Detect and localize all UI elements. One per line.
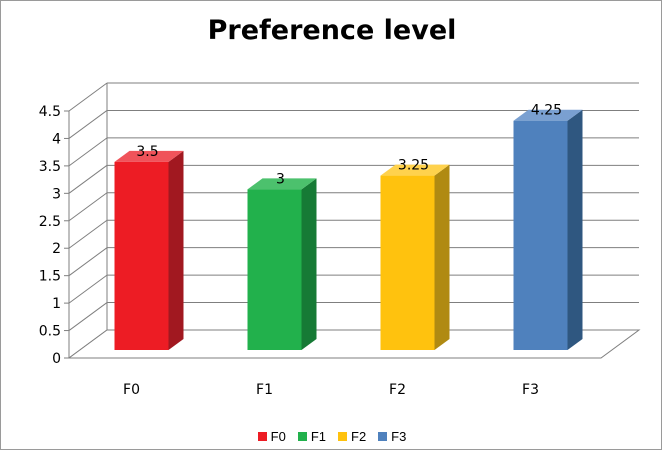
y-tick-label: 0 (52, 351, 61, 367)
legend-label: F3 (391, 429, 407, 444)
chart-title: Preference level (207, 15, 457, 46)
legend: F0 F1 F2 F3 (1, 429, 662, 444)
gridline-depth (68, 164, 108, 194)
legend-label: F1 (310, 429, 326, 444)
legend-item-f2: F2 (338, 429, 366, 444)
gridline-depth (68, 110, 108, 139)
legend-swatch (378, 432, 388, 441)
gridline-depth (68, 219, 108, 249)
gridline-depth (68, 192, 108, 222)
bar-side-f1 (301, 178, 317, 350)
bar-side-f0 (168, 150, 184, 350)
bar-f3 (513, 120, 568, 350)
legend-swatch (297, 432, 307, 441)
x-tick-label-f1: F1 (256, 382, 273, 398)
bar-top-f3 (513, 109, 583, 121)
y-tick-label: 3 (52, 186, 61, 202)
legend-item-f3: F3 (378, 429, 406, 444)
x-tick-label-f0: F0 (123, 382, 140, 398)
y-tick-label: 1.5 (39, 269, 61, 285)
legend-swatch (338, 432, 347, 441)
y-tick-label: 4.5 (39, 104, 61, 120)
y-tick-label: 3.5 (39, 159, 61, 175)
legend-swatch (257, 432, 267, 441)
data-label-f0: 3.5 (136, 144, 158, 160)
legend-label: F2 (351, 429, 367, 444)
bar-top-f2 (380, 164, 450, 176)
legend-label: F0 (270, 429, 286, 444)
x-tick-label-f3: F3 (522, 382, 539, 398)
chart-floor (67, 329, 641, 359)
legend-item-f1: F1 (297, 429, 326, 444)
y-tick-label: 4 (52, 131, 61, 147)
bar-side-f3 (567, 109, 583, 350)
y-tick-label: 2.5 (39, 214, 61, 230)
y-tick-label: 0.5 (39, 324, 61, 340)
y-tick-label: 2 (52, 241, 61, 257)
y-tick-label: 1 (52, 296, 61, 312)
bar-side-f2 (434, 164, 450, 350)
data-label-f1: 3 (276, 171, 285, 187)
gridline-depth (68, 82, 108, 112)
bar-f1 (247, 189, 302, 350)
gridline-depth (68, 274, 108, 304)
bar-f0 (114, 161, 169, 350)
data-label-f2: 3.25 (398, 158, 429, 174)
data-label-f3: 4.25 (531, 103, 562, 119)
bar-top-f1 (247, 178, 317, 190)
x-tick-label-f2: F2 (389, 382, 406, 398)
gridline-depth (68, 137, 108, 167)
bar-top-f0 (114, 150, 184, 162)
gridline-depth (68, 247, 108, 277)
gridline-depth (68, 302, 108, 331)
bar-f2 (380, 175, 435, 350)
legend-item-f0: F0 (257, 429, 286, 444)
